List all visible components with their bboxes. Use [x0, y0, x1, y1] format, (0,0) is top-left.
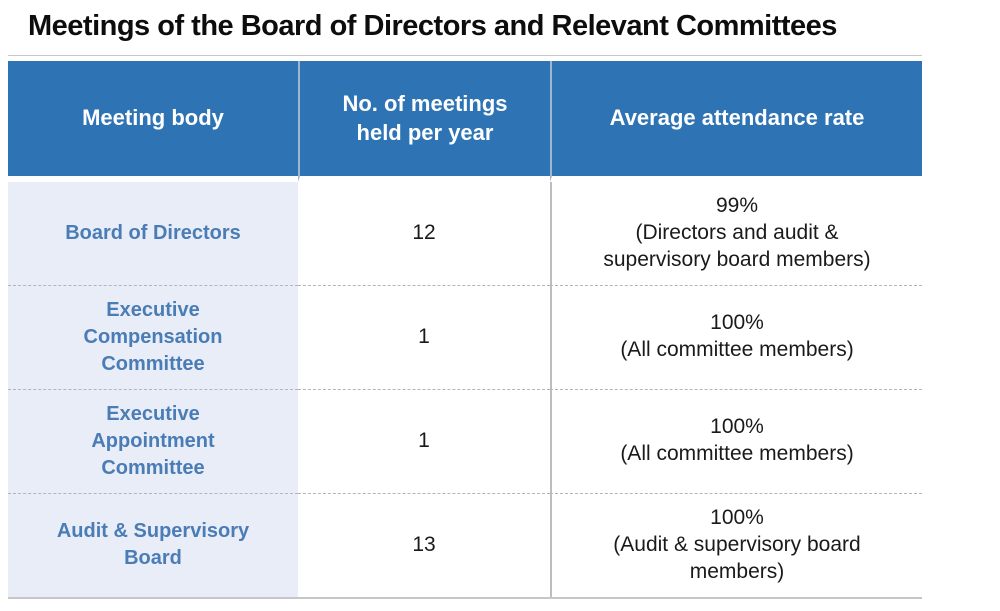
table-row: Executive Compensation Committee 1 100% … [8, 285, 922, 390]
table-row: Audit & Supervisory Board 13 100% (Audit… [8, 493, 922, 597]
header-row: Meeting body No. of meetings held per ye… [8, 60, 922, 182]
table-container: Meeting body No. of meetings held per ye… [8, 54, 922, 599]
table-header: Meeting body No. of meetings held per ye… [8, 60, 922, 182]
meetings-held-cell: 1 [298, 389, 550, 494]
meetings-held-cell: 1 [298, 285, 550, 390]
table-row: Board of Directors 12 99% (Directors and… [8, 181, 922, 286]
column-header-attendance-rate: Average attendance rate [550, 60, 922, 182]
meeting-body-cell: Audit & Supervisory Board [8, 493, 298, 597]
meetings-held-cell: 13 [298, 493, 550, 597]
attendance-rate-cell: 99% (Directors and audit & supervisory b… [550, 181, 922, 286]
page-title: Meetings of the Board of Directors and R… [28, 10, 837, 42]
attendance-rate-cell: 100% (All committee members) [550, 389, 922, 494]
meeting-body-cell: Board of Directors [8, 181, 298, 286]
column-header-meeting-body: Meeting body [8, 60, 298, 182]
meeting-body-cell: Executive Appointment Committee [8, 389, 298, 494]
meetings-table: Meeting body No. of meetings held per ye… [8, 60, 922, 597]
attendance-rate-cell: 100% (All committee members) [550, 285, 922, 390]
table-body: Board of Directors 12 99% (Directors and… [8, 181, 922, 597]
attendance-rate-cell: 100% (Audit & supervisory board members) [550, 493, 922, 597]
table-row: Executive Appointment Committee 1 100% (… [8, 389, 922, 494]
column-header-meetings-held: No. of meetings held per year [298, 60, 550, 182]
meeting-body-cell: Executive Compensation Committee [8, 285, 298, 390]
meetings-held-cell: 12 [298, 181, 550, 286]
